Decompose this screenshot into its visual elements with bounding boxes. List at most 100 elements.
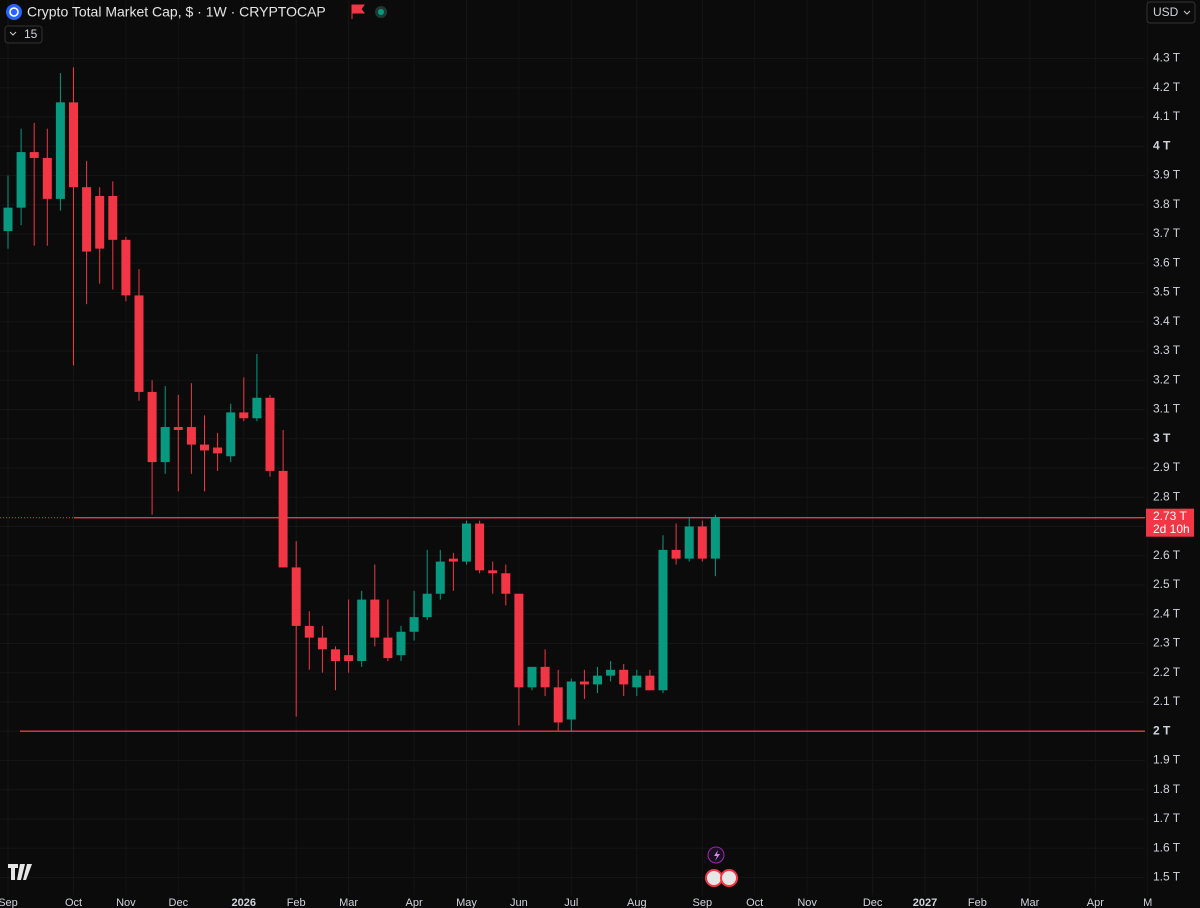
y-tick-label: 3.1 T bbox=[1153, 402, 1181, 416]
symbol-logo bbox=[6, 4, 22, 20]
y-tick-label: 2.4 T bbox=[1153, 606, 1181, 620]
candle-body bbox=[95, 195, 105, 249]
candle-body bbox=[134, 295, 144, 392]
x-tick-label: Apr bbox=[1087, 897, 1104, 908]
candle-body bbox=[331, 649, 340, 662]
candle-body bbox=[396, 631, 406, 656]
candle-body bbox=[422, 593, 432, 618]
candle-body bbox=[357, 599, 367, 662]
candle-body bbox=[501, 573, 511, 594]
candle-body bbox=[606, 669, 616, 676]
candle-body bbox=[645, 675, 655, 691]
footer-icons bbox=[8, 846, 738, 887]
y-tick-label: 4 T bbox=[1153, 138, 1171, 152]
x-tick-label: Mar bbox=[339, 897, 358, 908]
x-tick-label: Apr bbox=[406, 897, 423, 908]
x-tick-label: Aug bbox=[627, 897, 647, 908]
candle-body bbox=[488, 570, 498, 574]
candle-body bbox=[684, 526, 694, 559]
y-tick-label: 3.4 T bbox=[1153, 314, 1181, 328]
candle-body bbox=[147, 391, 157, 463]
candle-body bbox=[697, 526, 707, 559]
candle-body bbox=[540, 666, 550, 688]
x-tick-label: M bbox=[1143, 897, 1152, 908]
x-tick-label: Dec bbox=[863, 897, 883, 908]
candle-body bbox=[527, 666, 537, 688]
y-tick-label: 3.6 T bbox=[1153, 255, 1181, 269]
candle-body bbox=[370, 599, 380, 638]
candle-body bbox=[278, 470, 288, 568]
x-tick-label: Jun bbox=[510, 897, 528, 908]
y-tick-label: 3 T bbox=[1153, 431, 1171, 445]
x-tick-label: 2027 bbox=[913, 897, 937, 908]
y-tick-label: 2.2 T bbox=[1153, 665, 1181, 679]
y-tick-label: 2.1 T bbox=[1153, 694, 1181, 708]
x-tick-label: Sep bbox=[693, 897, 713, 908]
y-tick-label: 4.2 T bbox=[1153, 80, 1181, 94]
tradingview-logo bbox=[8, 864, 32, 880]
candle-body bbox=[671, 549, 681, 559]
candle-body bbox=[160, 427, 170, 463]
y-tick-label: 3.2 T bbox=[1153, 372, 1181, 386]
candle-body bbox=[3, 207, 13, 232]
y-tick-label: 3.3 T bbox=[1153, 343, 1181, 357]
symbol-logo-mark bbox=[9, 7, 19, 17]
candle-body bbox=[383, 637, 393, 659]
y-tick-label: 2.9 T bbox=[1153, 460, 1181, 474]
candle-body bbox=[291, 567, 301, 626]
x-tick-label: Nov bbox=[797, 897, 817, 908]
candle-body bbox=[632, 675, 642, 688]
x-tick-label: 2026 bbox=[232, 897, 256, 908]
chart-title: Crypto Total Market Cap, $ · 1W · CRYPTO… bbox=[27, 4, 326, 20]
candle-body bbox=[566, 681, 576, 720]
flag-event-icon[interactable] bbox=[720, 869, 738, 887]
candle-body bbox=[435, 561, 445, 594]
y-tick-label: 1.5 T bbox=[1153, 870, 1181, 884]
event-bolt bbox=[714, 850, 720, 861]
indicator-badge[interactable] bbox=[4, 25, 43, 44]
x-tick-label: Feb bbox=[287, 897, 306, 908]
x-tick-label: Mar bbox=[1020, 897, 1039, 908]
y-tick-label: 1.6 T bbox=[1153, 840, 1181, 854]
plot bbox=[0, 67, 1145, 732]
candle-body bbox=[69, 102, 78, 188]
y-tick-label: 1.7 T bbox=[1153, 811, 1181, 825]
x-tick-label: Oct bbox=[746, 897, 763, 908]
candle-body bbox=[593, 675, 602, 685]
candle-body bbox=[514, 593, 524, 688]
y-tick-label: 2.3 T bbox=[1153, 636, 1181, 650]
candle-body bbox=[42, 157, 52, 199]
flag-icon bbox=[351, 4, 365, 19]
x-tick-label: Sep bbox=[0, 897, 18, 908]
candle-body bbox=[475, 523, 485, 571]
collapse-icon bbox=[9, 31, 17, 36]
y-tick-label: 3.5 T bbox=[1153, 285, 1181, 299]
y-tick-label: 2.6 T bbox=[1153, 548, 1181, 562]
y-tick-label: 3.9 T bbox=[1153, 168, 1181, 182]
currency-label: USD bbox=[1153, 5, 1179, 19]
flag-event-icon[interactable] bbox=[705, 869, 723, 887]
candle-body bbox=[304, 625, 314, 638]
candle-body bbox=[409, 617, 419, 632]
candle-body bbox=[55, 102, 65, 199]
candle-body bbox=[619, 669, 629, 685]
x-tick-label: Feb bbox=[968, 897, 987, 908]
indicator-count: 15 bbox=[24, 27, 38, 41]
header: Crypto Total Market Cap, $ · 1W · CRYPTO… bbox=[4, 1, 1196, 44]
candle-body bbox=[239, 412, 249, 419]
y-tick-label: 4.3 T bbox=[1153, 51, 1181, 65]
candle-body bbox=[186, 427, 196, 445]
currency-caret bbox=[1183, 10, 1191, 15]
last-price-label: 2.73 T bbox=[1153, 509, 1187, 523]
currency-button[interactable] bbox=[1146, 1, 1196, 24]
candle-body bbox=[252, 397, 262, 419]
candle-body bbox=[121, 239, 131, 296]
candle-body bbox=[344, 655, 354, 662]
y-tick-label: 2 T bbox=[1153, 723, 1171, 737]
grid bbox=[0, 0, 1148, 895]
x-tick-label: May bbox=[456, 897, 477, 908]
x-tick-label: Oct bbox=[65, 897, 82, 908]
candle-body bbox=[448, 558, 458, 562]
